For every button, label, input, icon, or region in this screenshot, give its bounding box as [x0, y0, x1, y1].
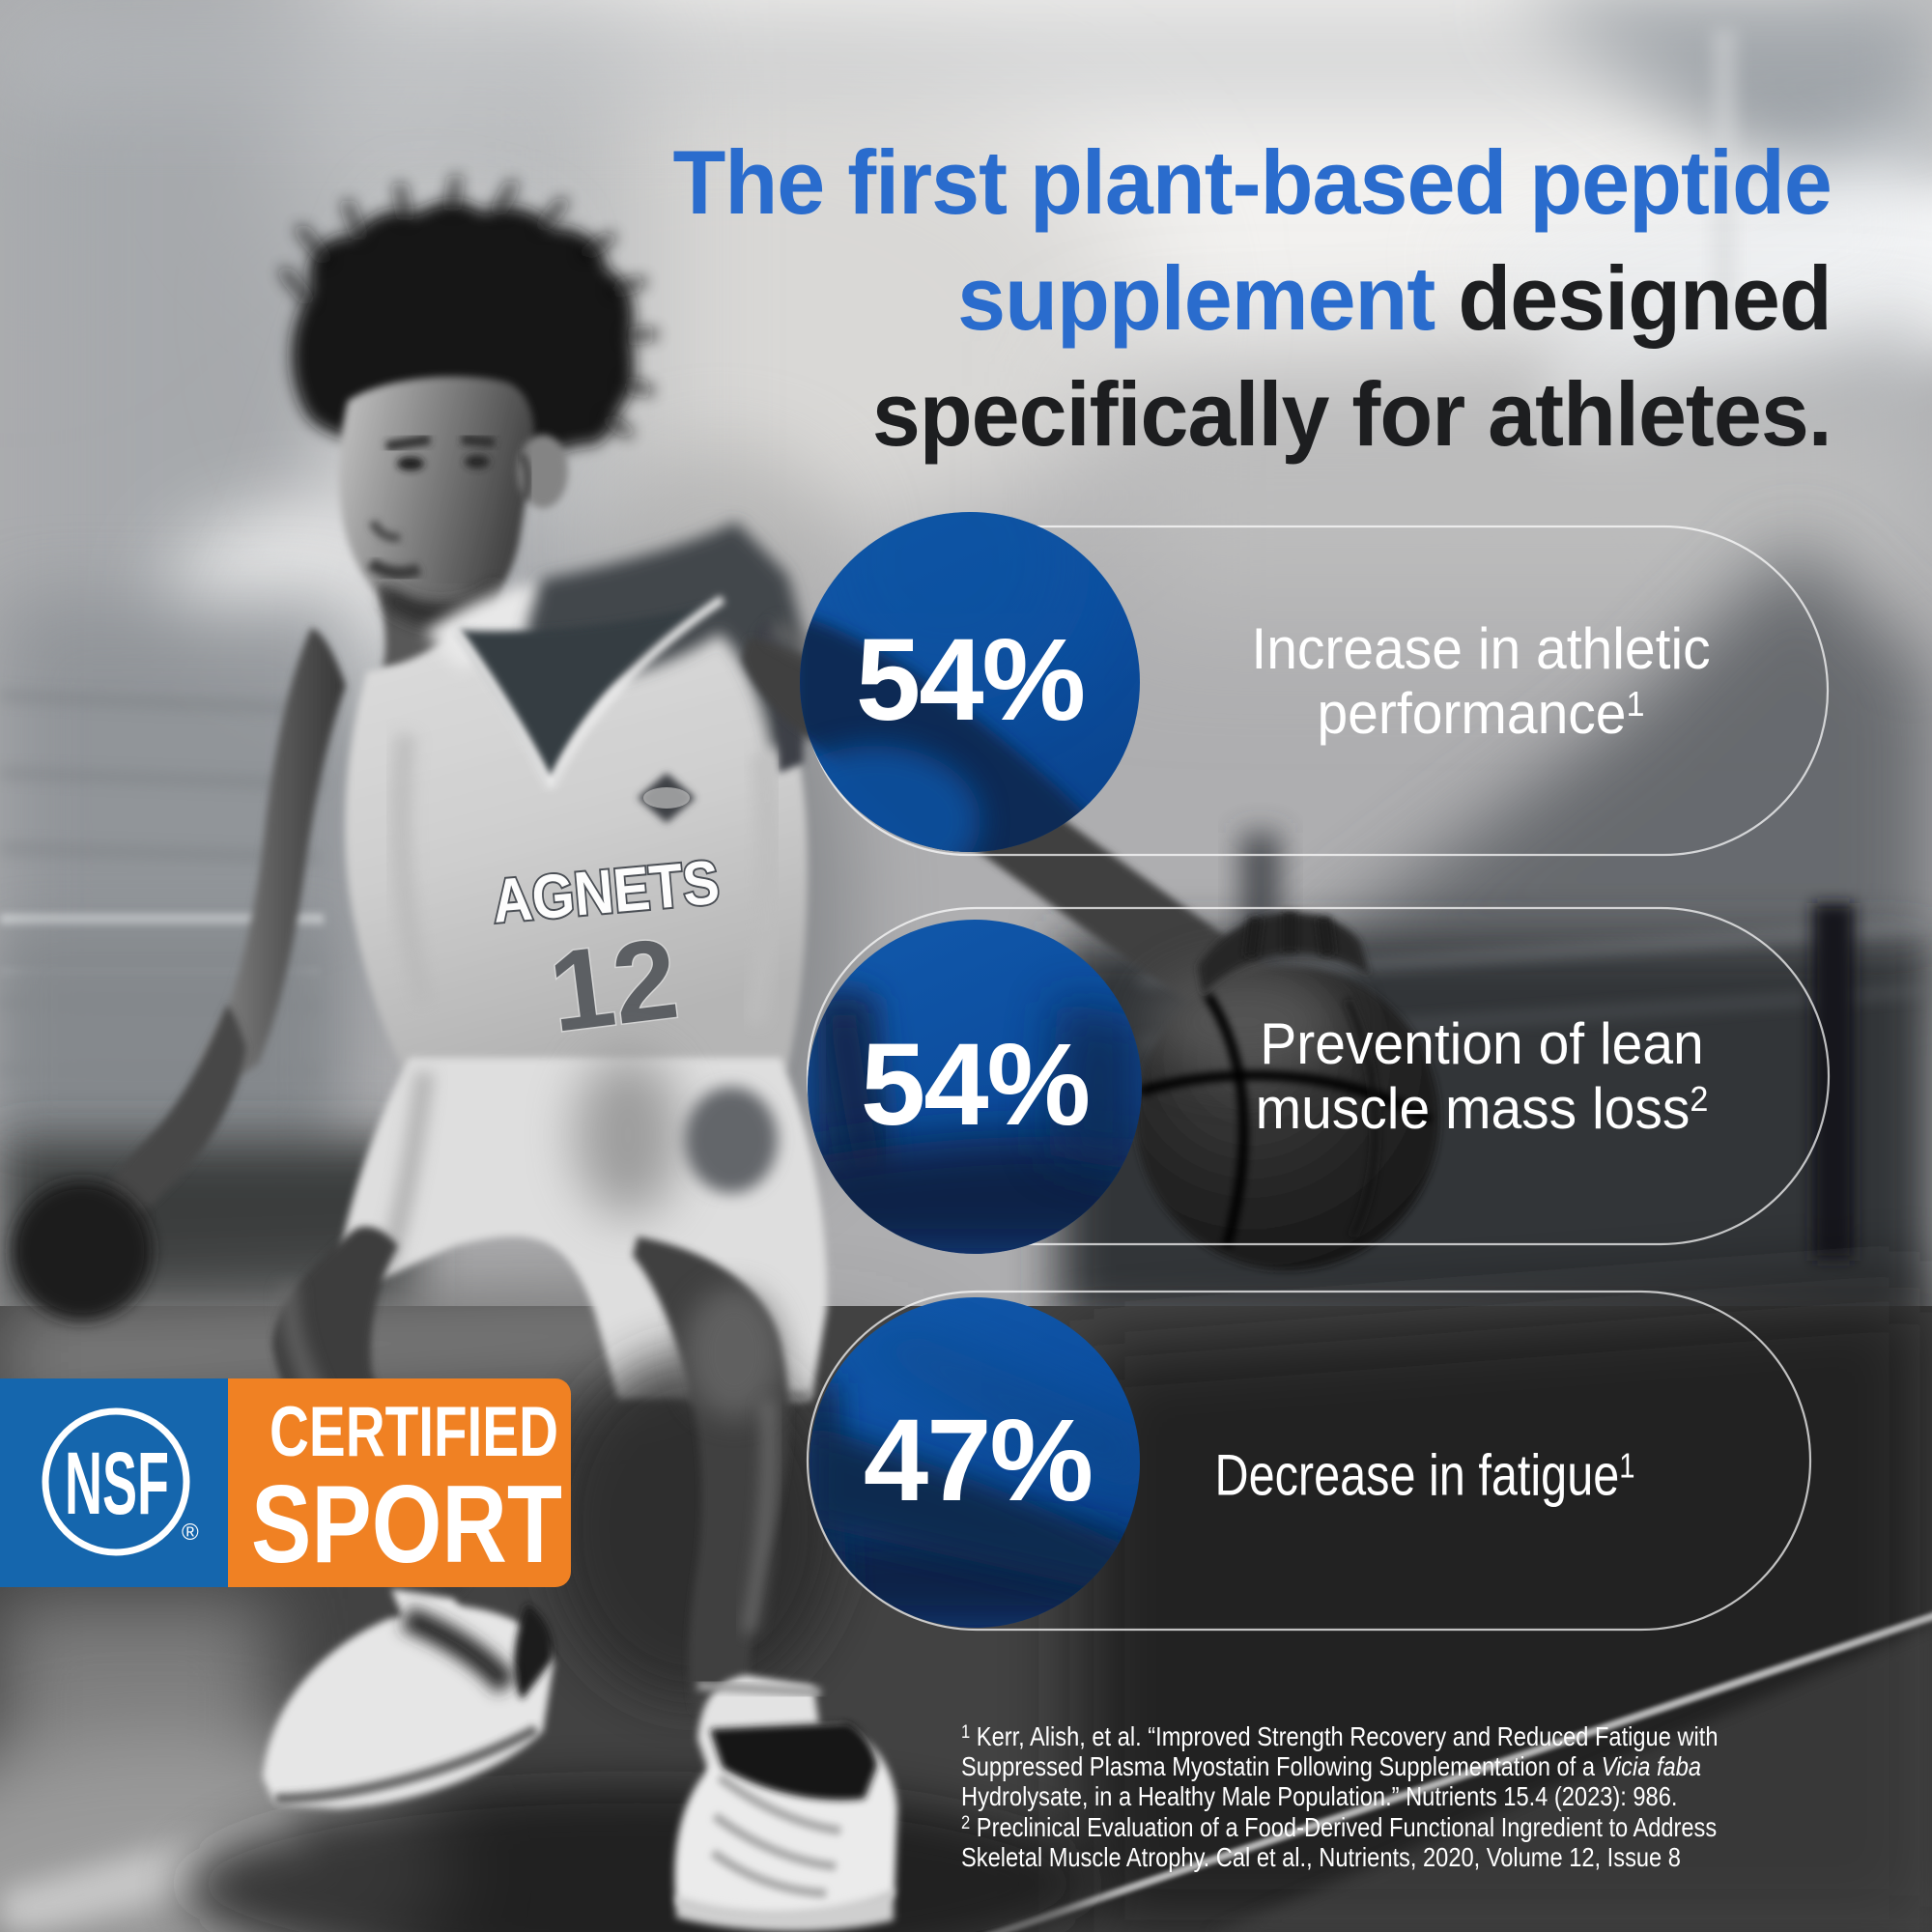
- svg-text:®: ®: [182, 1520, 199, 1546]
- svg-text:NSF: NSF: [65, 1435, 169, 1533]
- svg-text:CERTIFIED: CERTIFIED: [270, 1393, 558, 1471]
- svg-text:SPORT: SPORT: [251, 1463, 562, 1586]
- svg-text:12: 12: [543, 915, 684, 1057]
